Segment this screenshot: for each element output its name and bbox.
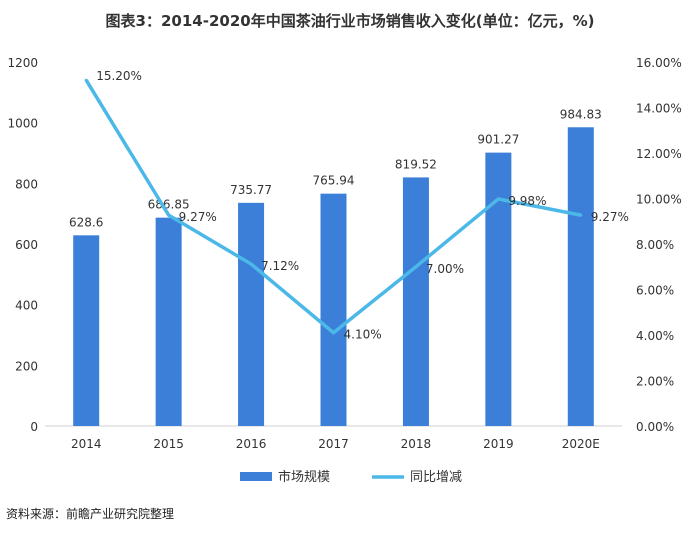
y2-tick-label: 10.00% xyxy=(636,193,682,207)
bar-data-label: 628.6 xyxy=(69,215,103,229)
bar-data-label: 901.27 xyxy=(477,133,519,147)
bar xyxy=(402,177,429,426)
bar-data-label: 735.77 xyxy=(230,183,272,197)
legend-bar-swatch xyxy=(240,472,272,481)
x-tick-label: 2019 xyxy=(483,437,514,451)
line-point xyxy=(414,265,418,269)
bar-data-label: 765.94 xyxy=(313,174,355,188)
line-point xyxy=(249,262,253,266)
y2-tick-label: 16.00% xyxy=(636,56,682,70)
bar xyxy=(238,202,265,426)
line-data-label: 7.00% xyxy=(426,262,464,276)
y-tick-label: 1000 xyxy=(7,117,38,131)
line-data-label: 9.27% xyxy=(179,210,217,224)
line-data-label: 15.20% xyxy=(96,69,142,83)
x-tick-label: 2018 xyxy=(401,437,432,451)
legend-line-label: 同比增减 xyxy=(410,470,462,485)
bar-data-label: 984.83 xyxy=(560,107,602,121)
y-tick-label: 800 xyxy=(15,177,38,191)
y-tick-label: 600 xyxy=(15,238,38,252)
bar xyxy=(320,193,347,426)
chart-title: 图表3：2014-2020年中国茶油行业市场销售收入变化(单位：亿元，%) xyxy=(106,12,595,30)
y2-tick-label: 8.00% xyxy=(636,238,674,252)
line-point xyxy=(579,213,583,217)
y-tick-label: 1200 xyxy=(7,56,38,70)
y-tick-label: 200 xyxy=(15,359,38,373)
x-tick-label: 2016 xyxy=(236,437,267,451)
bar xyxy=(155,217,182,426)
line-data-label: 7.12% xyxy=(261,259,299,273)
line-point xyxy=(84,78,88,82)
legend-bar-label: 市场规模 xyxy=(278,469,330,485)
y2-tick-label: 2.00% xyxy=(636,375,674,389)
y2-tick-label: 14.00% xyxy=(636,102,682,116)
line-data-label: 9.27% xyxy=(591,210,629,224)
line-point xyxy=(332,331,335,335)
line-point xyxy=(496,197,500,201)
line-point xyxy=(167,213,171,217)
x-tick-label: 2014 xyxy=(71,437,102,451)
y2-tick-label: 6.00% xyxy=(636,284,674,298)
y2-tick-label: 12.00% xyxy=(636,147,682,161)
x-tick-label: 2017 xyxy=(318,437,349,451)
bar-data-label: 819.52 xyxy=(395,157,437,171)
line-data-label: 4.10% xyxy=(344,328,382,342)
y-tick-label: 400 xyxy=(15,299,38,313)
x-tick-label: 2015 xyxy=(153,437,184,451)
line-data-label: 9.98% xyxy=(508,194,546,208)
bar xyxy=(567,127,594,426)
y-tick-label: 0 xyxy=(30,420,38,434)
y2-tick-label: 0.00% xyxy=(636,420,674,434)
x-tick-label: 2020E xyxy=(562,437,600,451)
bar xyxy=(73,235,100,426)
y2-tick-label: 4.00% xyxy=(636,329,674,343)
source-note: 资料来源：前瞻产业研究院整理 xyxy=(6,507,175,521)
